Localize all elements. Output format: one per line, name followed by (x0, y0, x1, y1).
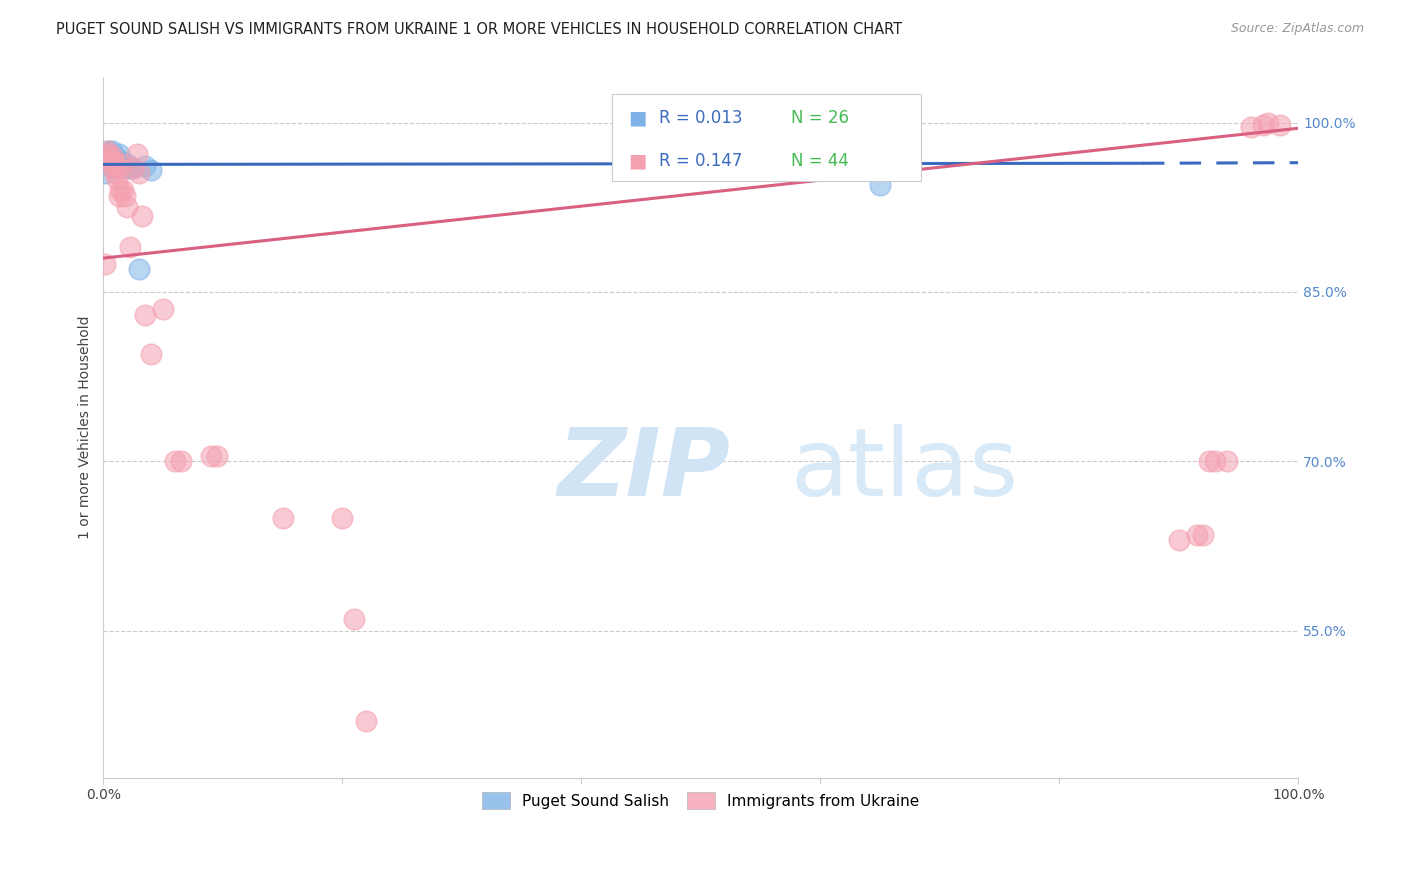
Point (111, 183, 134, 197)
Point (1204, 454, 1226, 468)
Text: N = 26: N = 26 (792, 109, 849, 127)
Point (101, 161, 124, 175)
Point (93, 166, 115, 180)
Point (104, 166, 127, 180)
Point (200, 449, 222, 463)
Point (118, 161, 141, 175)
Text: PUGET SOUND SALISH VS IMMIGRANTS FROM UKRAINE 1 OR MORE VEHICLES IN HOUSEHOLD CO: PUGET SOUND SALISH VS IMMIGRANTS FROM UK… (56, 22, 903, 37)
Point (1251, 118, 1274, 132)
Point (205, 449, 228, 463)
Point (152, 301, 174, 316)
Point (97, 147, 120, 161)
Point (105, 172, 128, 186)
Point (110, 157, 132, 171)
Point (141, 163, 163, 178)
Point (271, 511, 294, 525)
Point (93, 257, 115, 271)
Point (100, 149, 122, 163)
Point (713, 163, 735, 178)
Point (134, 308, 156, 322)
Point (1270, 118, 1292, 132)
Point (128, 166, 150, 180)
Point (96, 144, 118, 158)
Point (165, 454, 187, 468)
Point (1185, 528, 1208, 542)
Point (108, 147, 131, 161)
Text: ■: ■ (628, 108, 647, 128)
Point (128, 262, 150, 277)
Point (117, 157, 139, 171)
Point (1191, 528, 1213, 542)
Point (114, 189, 136, 203)
Text: ZIP: ZIP (557, 424, 730, 516)
Point (332, 511, 354, 525)
Point (118, 240, 141, 254)
Point (100, 149, 122, 163)
Legend: Puget Sound Salish, Immigrants from Ukraine: Puget Sound Salish, Immigrants from Ukra… (477, 786, 925, 815)
Point (98, 152, 121, 166)
Text: R = 0.013: R = 0.013 (659, 109, 742, 127)
Point (1239, 120, 1261, 135)
Y-axis label: 1 or more Vehicles in Household: 1 or more Vehicles in Household (79, 316, 93, 540)
Point (356, 714, 378, 728)
Point (134, 159, 156, 173)
Point (104, 161, 127, 175)
Point (869, 178, 891, 192)
Point (105, 159, 128, 173)
Point (141, 347, 163, 361)
Point (125, 147, 148, 161)
Point (122, 161, 145, 175)
Point (114, 161, 136, 175)
Point (98, 147, 121, 161)
Point (108, 183, 131, 197)
Text: Source: ZipAtlas.com: Source: ZipAtlas.com (1230, 22, 1364, 36)
Point (97, 144, 120, 158)
Text: ■: ■ (628, 152, 647, 171)
Point (107, 152, 129, 166)
Point (110, 155, 132, 169)
Point (96, 149, 118, 163)
Point (103, 155, 125, 169)
Text: N = 44: N = 44 (792, 153, 849, 170)
Point (100, 152, 122, 166)
Point (1198, 454, 1220, 468)
Text: atlas: atlas (790, 424, 1019, 516)
Point (100, 144, 122, 158)
Point (170, 454, 193, 468)
Point (108, 189, 131, 203)
Point (689, 161, 711, 175)
Point (1257, 115, 1279, 129)
Point (1167, 533, 1189, 548)
Point (131, 210, 153, 224)
Point (100, 155, 122, 169)
Point (343, 612, 366, 626)
Point (117, 200, 139, 214)
Point (101, 152, 124, 166)
Point (1215, 454, 1237, 468)
Point (103, 155, 125, 169)
Point (122, 161, 145, 175)
Point (94, 155, 117, 169)
Point (107, 161, 129, 175)
Point (101, 161, 124, 175)
Point (94, 149, 117, 163)
Text: R = 0.147: R = 0.147 (659, 153, 742, 170)
